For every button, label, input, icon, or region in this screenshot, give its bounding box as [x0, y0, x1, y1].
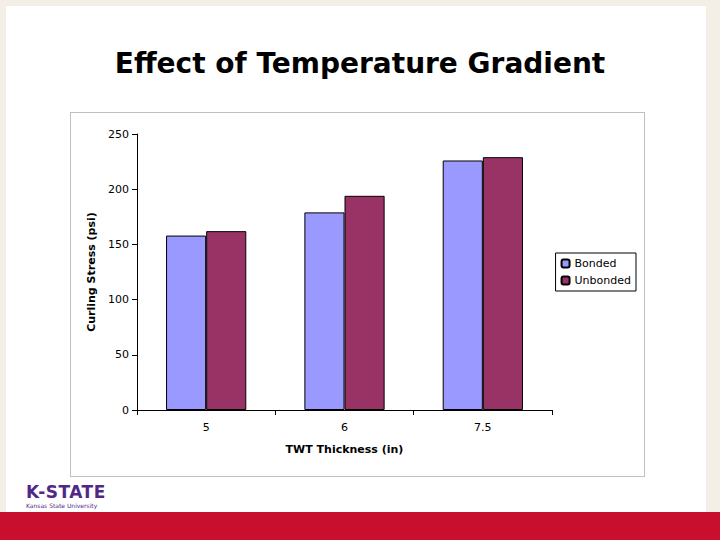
svg-text:Unbonded: Unbonded: [575, 274, 631, 287]
svg-text:Curling Stress (psi): Curling Stress (psi): [85, 212, 98, 332]
svg-text:100: 100: [108, 293, 129, 306]
svg-text:Effect of Temperature Gradient: Effect of Temperature Gradient: [115, 47, 605, 80]
svg-text:0: 0: [122, 404, 129, 417]
svg-text:200: 200: [108, 183, 129, 196]
svg-text:250: 250: [108, 128, 129, 141]
html-text:Kansas State University: Kansas State University: [26, 502, 98, 509]
svg-text:150: 150: [108, 238, 129, 251]
svg-text:5: 5: [203, 421, 210, 434]
svg-text:50: 50: [115, 348, 129, 361]
svg-text:TWT Thickness (in): TWT Thickness (in): [286, 443, 404, 456]
svg-text:6: 6: [341, 421, 348, 434]
svg-text:Bonded: Bonded: [575, 257, 617, 270]
html-text:K-STATE: K-STATE: [26, 482, 106, 502]
svg-text:7.5: 7.5: [474, 421, 492, 434]
